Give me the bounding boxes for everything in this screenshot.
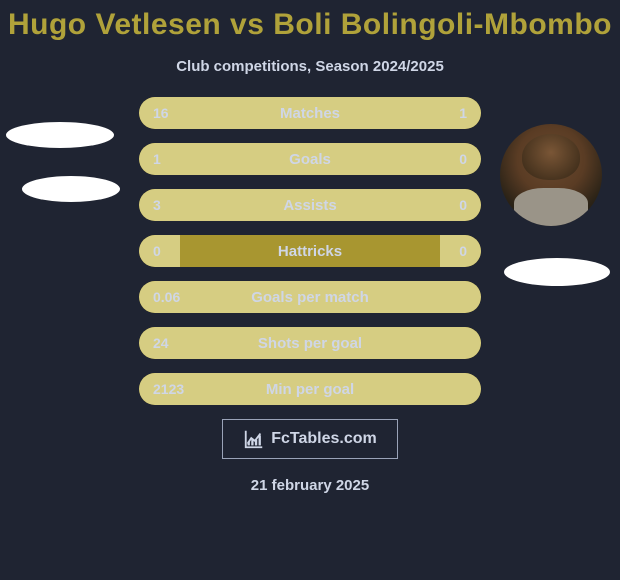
bar-fill-left [139,97,406,129]
stat-value-right: 1 [459,105,467,121]
bar-fill-left [139,189,413,221]
stat-row: 0.06 Goals per match [0,281,620,313]
subtitle: Club competitions, Season 2024/2025 [0,58,620,75]
stat-label: Matches [280,105,340,122]
stat-value-right: 0 [459,197,467,213]
stat-label: Shots per goal [258,335,362,352]
stat-row: 2123 Min per goal [0,373,620,405]
stat-label: Goals [289,151,331,168]
date-label: 21 february 2025 [0,477,620,494]
stat-value-left: 24 [153,335,169,351]
stat-value-left: 3 [153,197,161,213]
logo-text: FcTables.com [271,430,377,448]
bar-fill-right [413,189,481,221]
player-avatar-right [500,124,602,226]
stat-value-right: 0 [459,151,467,167]
stat-value-left: 2123 [153,381,184,397]
stat-value-right: 0 [459,243,467,259]
stat-label: Hattricks [278,243,342,260]
stat-value-left: 16 [153,105,169,121]
stat-label: Min per goal [266,381,354,398]
bar-fill-right [406,97,481,129]
site-logo[interactable]: FcTables.com [222,419,398,459]
stat-label: Goals per match [251,289,369,306]
decorative-oval [22,176,120,202]
page-title: Hugo Vetlesen vs Boli Bolingoli-Mbombo [0,8,620,42]
stat-value-left: 1 [153,151,161,167]
chart-icon [243,428,265,450]
stat-label: Assists [283,197,336,214]
decorative-oval [6,122,114,148]
stat-value-left: 0 [153,243,161,259]
stat-value-left: 0.06 [153,289,180,305]
bar-fill-right [454,143,481,175]
comparison-card: Hugo Vetlesen vs Boli Bolingoli-Mbombo C… [0,0,620,580]
decorative-oval [504,258,610,286]
stat-row: 24 Shots per goal [0,327,620,359]
